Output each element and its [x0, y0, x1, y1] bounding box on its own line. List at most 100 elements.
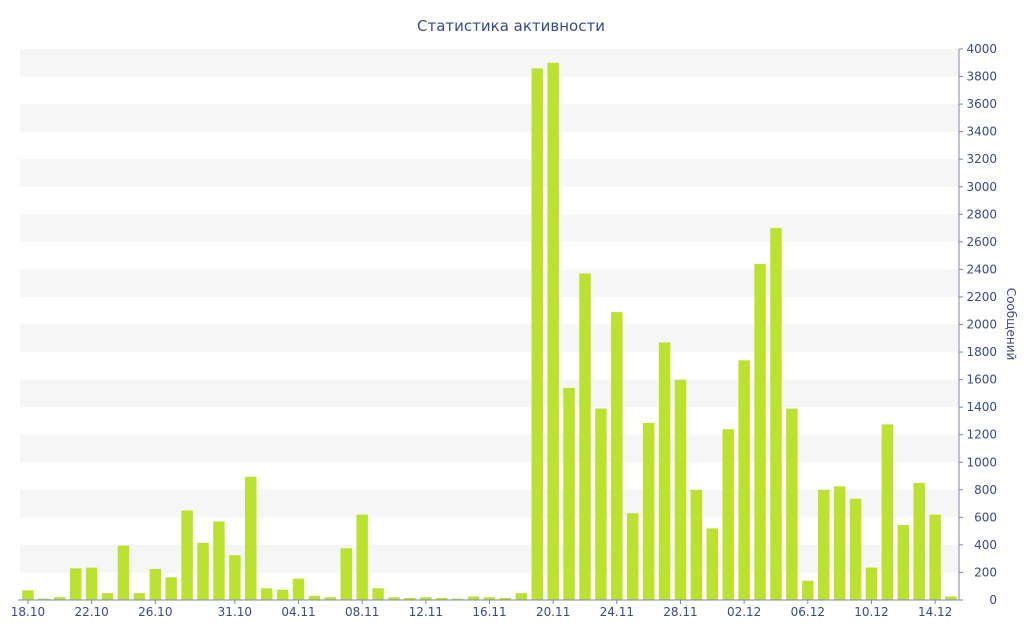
grid-band: [20, 159, 959, 187]
x-tick-label: 04.11: [281, 605, 315, 619]
bar: [85, 567, 98, 600]
grid-band: [20, 214, 959, 242]
y-tick-label: 1800: [966, 345, 997, 359]
y-tick-label: 2000: [966, 318, 997, 332]
bar: [945, 596, 957, 600]
x-tick-label: 18.10: [11, 605, 45, 619]
grid-band: [20, 379, 959, 408]
bar: [38, 598, 50, 600]
bar: [579, 273, 591, 600]
bar: [197, 542, 209, 600]
bar: [436, 597, 448, 600]
grid-band: [20, 544, 959, 573]
bar: [929, 514, 941, 600]
bar: [340, 548, 352, 600]
bar: [69, 568, 82, 600]
bar: [420, 597, 432, 600]
bar: [245, 476, 257, 600]
bar: [833, 486, 846, 600]
bar: [404, 597, 416, 600]
bar: [308, 595, 321, 600]
x-tick-label: 14.12: [918, 605, 952, 619]
y-tick-label: 3600: [966, 97, 997, 111]
bar: [658, 342, 671, 600]
bar: [881, 424, 894, 600]
grid-band: [20, 49, 959, 77]
grid-bands: [20, 49, 959, 573]
bar: [690, 489, 703, 600]
y-tick-label: 0: [989, 593, 997, 607]
grid-band: [20, 104, 959, 132]
bar: [451, 598, 464, 600]
bar: [499, 597, 512, 600]
bar: [786, 408, 798, 600]
y-tick-label: 2200: [966, 290, 997, 304]
bar: [324, 597, 337, 600]
chart-title: Статистика активности: [417, 17, 605, 35]
bar: [372, 588, 384, 600]
bars: [22, 62, 957, 600]
bar: [54, 597, 66, 600]
bar: [817, 489, 830, 600]
bar: [865, 567, 878, 600]
bar: [165, 577, 177, 600]
y-axis-label: Сообщений: [1004, 288, 1018, 361]
bar: [642, 422, 655, 600]
bar: [388, 597, 400, 600]
grid-band: [20, 434, 959, 463]
y-tick-label: 3400: [966, 125, 997, 139]
y-tick-label: 3800: [966, 70, 997, 84]
bar: [563, 387, 575, 600]
y-tick-label: 600: [974, 510, 997, 524]
bar: [531, 68, 543, 600]
x-tick-label: 12.11: [409, 605, 443, 619]
bar: [149, 569, 162, 600]
bar: [515, 593, 528, 600]
y-tick-label: 3200: [966, 152, 997, 166]
bar: [770, 228, 782, 600]
x-tick-label: 06.12: [791, 605, 825, 619]
bar: [627, 513, 639, 600]
y-tick-label: 3000: [966, 180, 997, 194]
x-tick-label: 02.12: [727, 605, 761, 619]
bar: [897, 524, 910, 600]
bar: [22, 590, 34, 600]
y-tick-label: 4000: [966, 42, 997, 56]
bar: [722, 429, 734, 600]
bar: [181, 510, 193, 600]
bar: [229, 555, 241, 600]
grid-band: [20, 324, 959, 353]
y-tick-label: 2400: [966, 262, 997, 276]
bar: [260, 588, 273, 600]
bar: [595, 408, 607, 600]
bar: [117, 545, 130, 600]
x-tick-label: 31.10: [218, 605, 252, 619]
bar: [611, 312, 623, 600]
y-tick-label: 1200: [966, 428, 997, 442]
bar: [674, 379, 687, 600]
x-tick-label: 28.11: [663, 605, 697, 619]
x-tick-label: 26.10: [138, 605, 172, 619]
bar: [754, 263, 766, 600]
x-tick-label: 16.11: [472, 605, 506, 619]
y-tick-label: 400: [974, 538, 997, 552]
bar: [849, 498, 862, 600]
y-tick-label: 1600: [966, 373, 997, 387]
x-tick-label: 10.12: [854, 605, 888, 619]
y-ticks: 0 200 400 600 800 1000 1200 1400 1600 1800 2000 220…: [959, 42, 997, 607]
grid-band: [20, 269, 959, 297]
bar: [706, 528, 719, 600]
x-tick-label: 20.11: [536, 605, 570, 619]
bar: [133, 593, 146, 600]
x-tick-label: 24.11: [600, 605, 634, 619]
grid-band: [20, 489, 959, 518]
y-tick-label: 2600: [966, 235, 997, 249]
bar: [467, 596, 480, 600]
y-tick-label: 2800: [966, 207, 997, 221]
y-tick-label: 800: [974, 483, 997, 497]
bar: [802, 580, 814, 600]
bar: [547, 62, 559, 600]
bar: [292, 578, 305, 600]
y-tick-label: 200: [974, 565, 997, 579]
